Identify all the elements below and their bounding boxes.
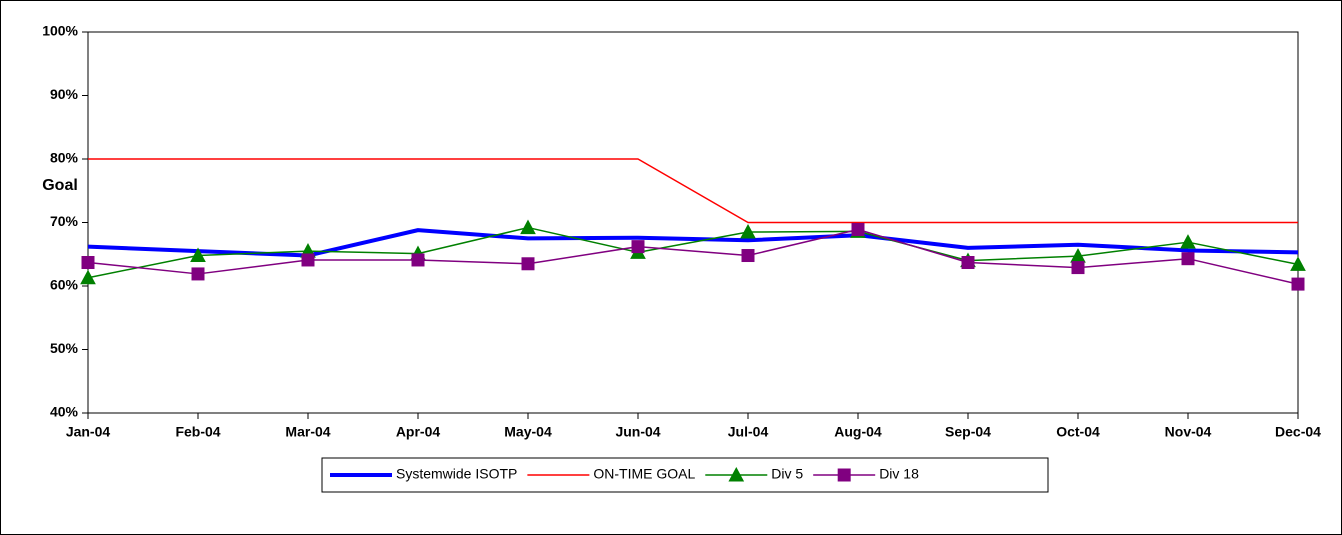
y-tick-label: 90% [50, 86, 79, 102]
series-marker [740, 223, 756, 239]
legend-label: ON-TIME GOAL [593, 466, 695, 482]
series-marker [631, 240, 645, 254]
legend-label: Systemwide ISOTP [396, 466, 517, 482]
series-marker [1181, 252, 1195, 266]
series-line [87, 226, 1299, 279]
series-marker [1180, 234, 1196, 249]
y-tick-label: 60% [50, 277, 79, 293]
x-tick-label: Sep-04 [945, 424, 991, 440]
x-tick-label: Jan-04 [66, 424, 111, 440]
x-tick-label: Mar-04 [285, 424, 330, 440]
x-tick-label: Jun-04 [615, 424, 660, 440]
x-tick-label: Apr-04 [396, 424, 441, 440]
legend-box [321, 457, 1049, 493]
series-marker [191, 267, 205, 281]
legend-marker [728, 466, 745, 482]
x-tick-label: Jul-04 [728, 424, 769, 440]
series-marker [190, 247, 206, 263]
series-marker [81, 256, 95, 270]
x-tick-label: Oct-04 [1056, 424, 1100, 440]
goal-annotation: Goal [42, 177, 78, 194]
series-marker [411, 253, 425, 267]
x-tick-label: May-04 [504, 424, 552, 440]
series-marker [301, 253, 315, 267]
x-tick-label: Dec-04 [1275, 424, 1321, 440]
y-tick-label: 70% [50, 213, 79, 229]
series-marker [1291, 277, 1305, 291]
series-line [87, 228, 1299, 285]
legend-marker [837, 468, 851, 482]
x-tick-label: Aug-04 [834, 424, 882, 440]
series-marker [521, 257, 535, 271]
series-marker [520, 219, 536, 235]
series-marker [741, 249, 755, 263]
series-marker [961, 256, 975, 270]
series-marker [1071, 261, 1085, 275]
y-tick-label: 80% [50, 150, 79, 166]
x-tick-label: Nov-04 [1165, 424, 1212, 440]
series-marker [1290, 256, 1306, 271]
series-marker [851, 222, 865, 236]
legend-label: Div 18 [879, 466, 919, 482]
y-tick-label: 40% [50, 404, 79, 420]
y-tick-label: 100% [42, 23, 78, 39]
y-tick-label: 50% [50, 340, 79, 356]
legend-label: Div 5 [771, 466, 803, 482]
series-marker [80, 269, 96, 285]
x-tick-label: Feb-04 [175, 424, 220, 440]
series-line [88, 158, 1298, 224]
series-line [87, 228, 1299, 258]
